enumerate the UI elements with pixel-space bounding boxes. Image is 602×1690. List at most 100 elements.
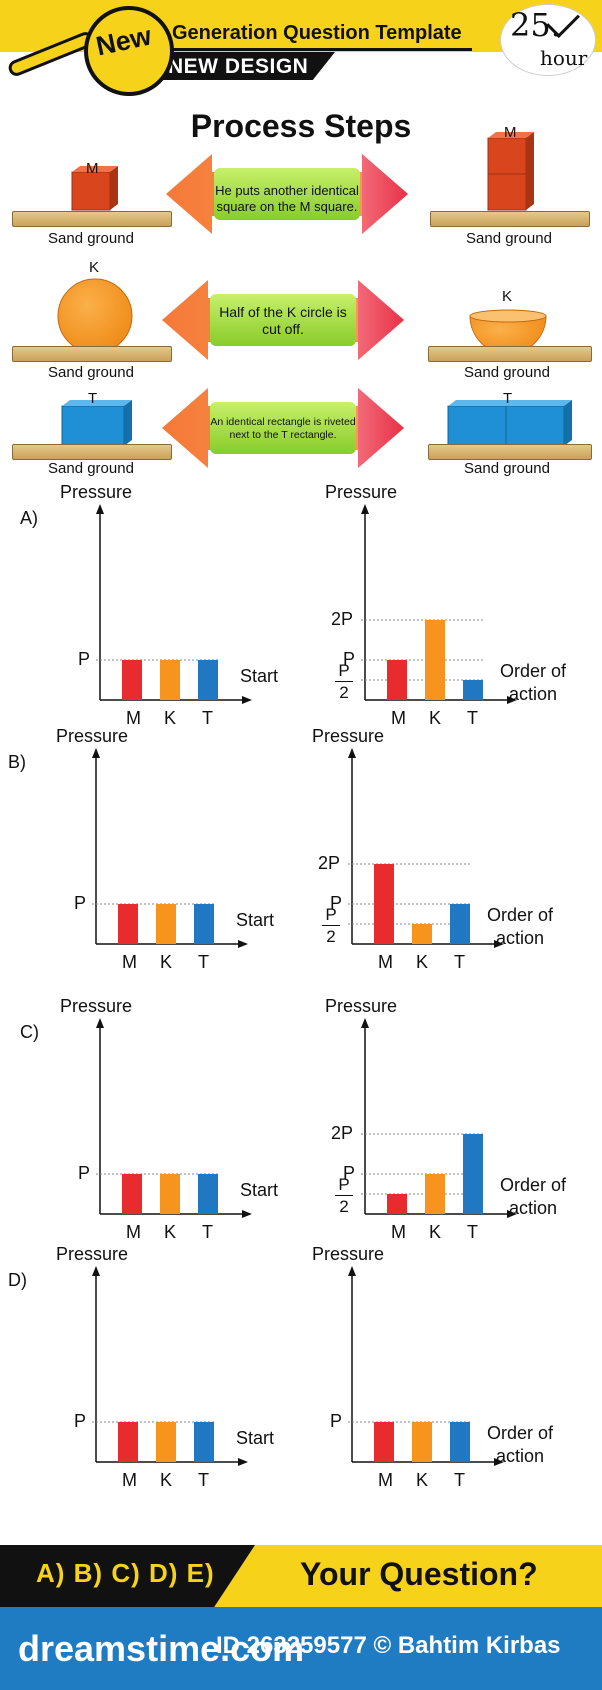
y-axis-label: Pressure <box>312 726 385 746</box>
t-pair-side <box>564 400 572 446</box>
category-label: K <box>164 1222 177 1242</box>
x-axis-arrow <box>238 1458 248 1466</box>
category-label: M <box>391 1222 406 1242</box>
footer-answers: A) B) C) D) E) <box>36 1558 215 1588</box>
x-axis-arrow <box>494 1458 504 1466</box>
frac-numerator: P <box>325 905 337 924</box>
y-axis-label: Pressure <box>60 996 133 1016</box>
x-axis-label: Start <box>236 1428 275 1448</box>
bar-m <box>387 660 407 700</box>
pressure-chart-left <box>92 748 248 948</box>
arrow-2-box <box>210 294 356 346</box>
bar-t <box>450 904 470 944</box>
k-half-top <box>469 309 547 323</box>
label-m-before: M <box>86 160 99 177</box>
bar-t <box>198 1174 218 1214</box>
subtitle-bar <box>150 52 335 80</box>
y-axis-label: Pressure <box>312 1244 385 1264</box>
y-axis-arrow <box>92 1266 100 1276</box>
category-label: T <box>202 708 213 728</box>
label-t-before: T <box>88 390 98 407</box>
tick-label: P <box>74 1411 87 1431</box>
bar-m <box>118 1422 138 1462</box>
y-axis-arrow <box>348 748 356 758</box>
footer-question: Your Question? <box>300 1556 538 1592</box>
x-axis-label: Start <box>240 666 279 686</box>
x-axis-label: Order of action <box>486 905 554 948</box>
bar-k <box>425 1174 445 1214</box>
category-label: M <box>122 1470 137 1490</box>
label-k-before: K <box>89 259 100 276</box>
y-axis-label: Pressure <box>325 996 398 1016</box>
process-diagram <box>57 132 572 468</box>
bar-k <box>156 1422 176 1462</box>
pressure-chart-right <box>348 748 504 948</box>
bar-m <box>374 1422 394 1462</box>
category-label: K <box>164 708 177 728</box>
process-title: Process Steps <box>190 108 412 144</box>
category-label: T <box>454 952 465 972</box>
step-1-text: He puts another identical square on the … <box>215 183 359 214</box>
ground-label: Sand ground <box>48 230 134 247</box>
tick-label: P <box>78 1163 91 1183</box>
category-label: K <box>160 952 173 972</box>
option-letter: B) <box>8 752 26 772</box>
category-label: K <box>160 1470 173 1490</box>
watermark-id: ID 263259577 © Bahtim Kirbas <box>216 1632 561 1659</box>
frac-bar <box>335 681 353 682</box>
x-axis-arrow <box>238 940 248 948</box>
arrow-3-box <box>210 402 356 454</box>
step-3-text: An identical rectangle is riveted next t… <box>210 416 356 441</box>
label-m-after: M <box>504 124 517 141</box>
pressure-chart-left <box>96 1018 252 1218</box>
tick-label: P <box>74 893 87 913</box>
y-axis-arrow <box>96 504 104 514</box>
y-axis-arrow <box>92 748 100 758</box>
watermark-bar <box>0 1607 602 1690</box>
x-axis-arrow <box>242 1210 252 1218</box>
y-axis-label: Pressure <box>56 1244 129 1264</box>
k-circle-before <box>57 278 133 354</box>
category-label: T <box>454 1470 465 1490</box>
category-label: M <box>126 708 141 728</box>
bar-m <box>387 1194 407 1214</box>
category-label: M <box>378 952 393 972</box>
bar-m <box>374 864 394 944</box>
header-title: Generation Question Template <box>172 22 462 44</box>
clock-icon <box>500 4 596 76</box>
bar-m <box>118 904 138 944</box>
bar-t <box>463 1134 483 1214</box>
x-axis-arrow <box>242 696 252 704</box>
ground-label: Sand ground <box>464 460 550 477</box>
frac-numerator: P <box>338 661 350 680</box>
frac-denominator: 2 <box>339 683 349 702</box>
watermark-brand: dreamstime.com <box>18 1628 305 1669</box>
pressure-chart-right <box>361 504 517 704</box>
x-axis-label: Order of action <box>499 661 567 704</box>
category-label: K <box>416 1470 429 1490</box>
frac-denominator: 2 <box>326 927 336 946</box>
arrow-2-head <box>358 280 404 360</box>
y-axis-arrow <box>348 1266 356 1276</box>
bar-t <box>450 1422 470 1462</box>
bar-t <box>194 904 214 944</box>
category-label: T <box>202 1222 213 1242</box>
footer-answers-bar <box>0 1545 255 1607</box>
ground-label: Sand ground <box>464 364 550 381</box>
category-label: K <box>429 1222 442 1242</box>
arrow-1-head <box>362 154 408 234</box>
label-k-after: K <box>502 288 513 305</box>
frac-bar <box>335 1195 353 1196</box>
x-axis-arrow <box>507 1210 517 1218</box>
bar-m <box>122 1174 142 1214</box>
category-label: M <box>391 708 406 728</box>
sand-plank <box>12 211 172 227</box>
option-letter: D) <box>8 1270 27 1290</box>
sand-plank <box>428 346 592 362</box>
tick-label: P <box>78 649 91 669</box>
bar-t <box>198 660 218 700</box>
category-label: T <box>467 708 478 728</box>
t-pair-top <box>448 400 572 406</box>
